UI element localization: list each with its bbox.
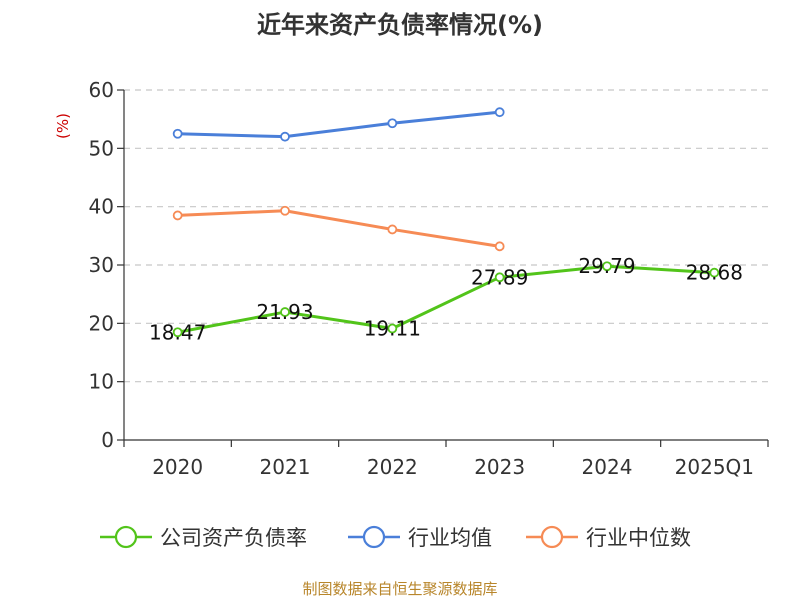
data-point (387, 224, 398, 235)
y-tick-label: 30 (89, 253, 114, 277)
series-line (177, 264, 715, 334)
data-labels: 18.47 21.93 19.11 27.89 29.79 28.68 (149, 254, 743, 344)
x-tick-label: 2024 (582, 455, 633, 479)
y-axis-unit: (%) (54, 113, 72, 139)
x-tick-label: 2023 (474, 455, 525, 479)
data-label: 29.79 (578, 254, 635, 278)
data-point (494, 272, 505, 283)
series-group (172, 107, 720, 338)
x-tick-label: 2022 (367, 455, 418, 479)
axes: 0 10 20 30 40 50 60 2020 2021 2022 2023 2024 2025Q1 (89, 78, 769, 479)
chart-title: 近年来资产负债率情况(%) (257, 11, 543, 39)
series-line (177, 110, 500, 139)
x-tick-label: 2021 (260, 455, 311, 479)
series-line (177, 209, 500, 248)
source-note: 制图数据来自恒生聚源数据库 (302, 580, 497, 598)
x-tick-label: 2025Q1 (675, 455, 754, 479)
data-label: 19.11 (364, 317, 421, 341)
legend-marker (362, 525, 386, 549)
data-point (172, 210, 183, 221)
data-point (172, 327, 183, 338)
data-label: 18.47 (149, 320, 206, 344)
data-point (494, 241, 505, 252)
y-tick-label: 0 (101, 428, 114, 452)
data-point (387, 323, 398, 334)
data-point (709, 267, 720, 278)
data-label: 21.93 (256, 300, 313, 324)
y-tick-label: 60 (89, 78, 114, 102)
legend-label: 公司资产负债率 (160, 526, 307, 550)
legend-marker (114, 525, 138, 549)
data-label: 27.89 (471, 265, 528, 289)
data-point (172, 128, 183, 139)
legend: 公司资产负债率 行业均值 行业中位数 (100, 525, 691, 550)
data-point (280, 307, 290, 317)
legend-label: 行业均值 (408, 526, 492, 550)
y-tick-label: 10 (89, 370, 114, 394)
legend-marker (540, 525, 564, 549)
legend-label: 行业中位数 (586, 526, 691, 550)
y-tick-label: 20 (89, 311, 114, 335)
data-point (280, 205, 290, 216)
data-point (280, 131, 290, 142)
x-tick-label: 2020 (152, 455, 203, 479)
data-point (494, 107, 505, 118)
y-tick-label: 40 (89, 195, 114, 219)
y-tick-label: 50 (89, 136, 114, 160)
grid-lines (124, 89, 768, 383)
data-label: 28.68 (686, 261, 743, 285)
data-point (387, 118, 398, 129)
data-point (602, 261, 612, 272)
